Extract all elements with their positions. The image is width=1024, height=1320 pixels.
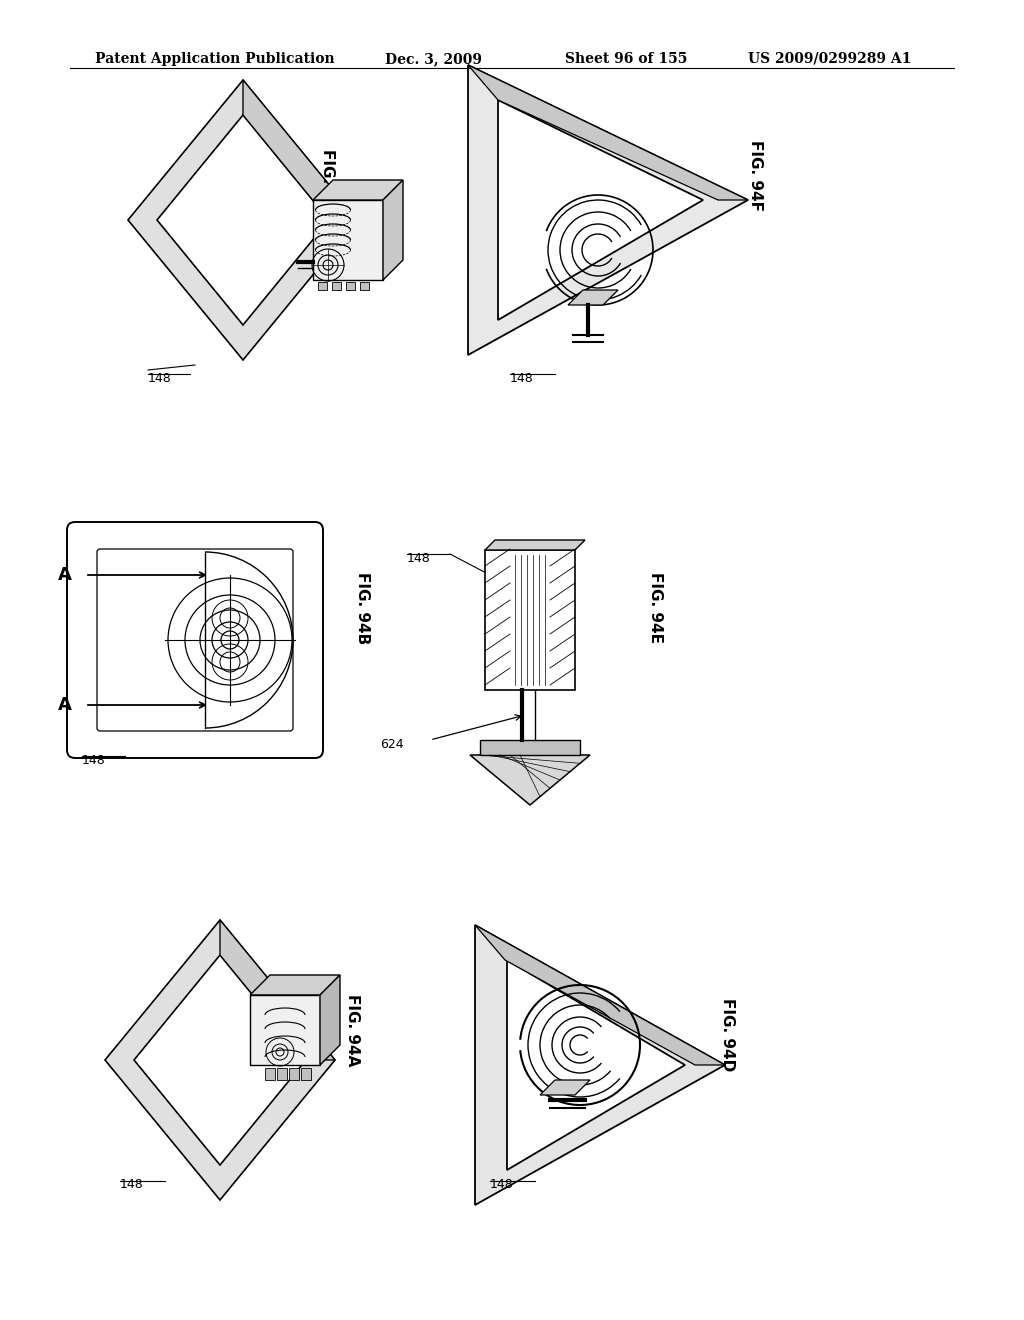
Text: FIG. 94D: FIG. 94D <box>720 998 735 1072</box>
Polygon shape <box>220 920 335 1060</box>
Polygon shape <box>485 540 585 550</box>
Polygon shape <box>243 81 358 220</box>
Text: FIG. 94C: FIG. 94C <box>319 149 335 220</box>
Polygon shape <box>470 755 590 805</box>
Text: FIG. 94E: FIG. 94E <box>648 573 663 644</box>
Polygon shape <box>360 282 369 290</box>
Polygon shape <box>540 1080 590 1096</box>
Polygon shape <box>383 180 403 280</box>
Polygon shape <box>105 920 335 1200</box>
Polygon shape <box>265 1068 275 1080</box>
Polygon shape <box>313 201 383 280</box>
Polygon shape <box>319 975 340 1065</box>
Text: Dec. 3, 2009: Dec. 3, 2009 <box>385 51 482 66</box>
Text: US 2009/0299289 A1: US 2009/0299289 A1 <box>748 51 911 66</box>
Text: 148: 148 <box>490 1179 514 1192</box>
FancyBboxPatch shape <box>67 521 323 758</box>
Polygon shape <box>485 550 575 690</box>
FancyBboxPatch shape <box>97 549 293 731</box>
Text: 148: 148 <box>120 1179 143 1192</box>
Text: A: A <box>58 696 72 714</box>
Text: A: A <box>58 566 72 583</box>
Text: Sheet 96 of 155: Sheet 96 of 155 <box>565 51 687 66</box>
Text: FIG. 94B: FIG. 94B <box>355 572 370 644</box>
Polygon shape <box>250 995 319 1065</box>
Polygon shape <box>475 925 725 1205</box>
Text: 148: 148 <box>82 754 105 767</box>
Polygon shape <box>289 1068 299 1080</box>
Text: 624: 624 <box>380 738 403 751</box>
Polygon shape <box>468 65 748 355</box>
Polygon shape <box>318 282 327 290</box>
Polygon shape <box>134 954 306 1166</box>
Text: 148: 148 <box>407 552 431 565</box>
Polygon shape <box>468 65 748 201</box>
Polygon shape <box>332 282 341 290</box>
Polygon shape <box>157 115 329 325</box>
Text: FIG. 94A: FIG. 94A <box>345 994 360 1067</box>
Polygon shape <box>568 290 618 305</box>
Polygon shape <box>346 282 355 290</box>
Polygon shape <box>278 1068 287 1080</box>
Polygon shape <box>480 741 580 755</box>
Text: Patent Application Publication: Patent Application Publication <box>95 51 335 66</box>
Polygon shape <box>313 180 403 201</box>
Polygon shape <box>128 81 358 360</box>
Polygon shape <box>250 975 340 995</box>
Text: 148: 148 <box>148 371 172 384</box>
Text: 148: 148 <box>510 371 534 384</box>
Polygon shape <box>475 925 725 1065</box>
Polygon shape <box>301 1068 311 1080</box>
Text: FIG. 94F: FIG. 94F <box>748 140 763 210</box>
Polygon shape <box>498 100 703 319</box>
Polygon shape <box>507 960 685 1170</box>
